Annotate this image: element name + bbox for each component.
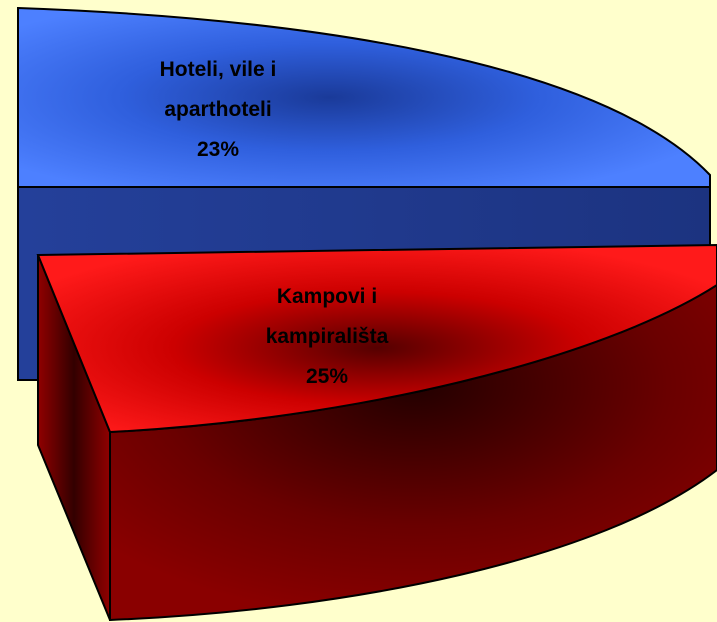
slice-label: Hoteli, vile i aparthoteli (159, 58, 277, 121)
slice (17, 6, 711, 188)
slice-label: Kampovi i kampirališta (265, 285, 389, 348)
slice-value-label: 23% (196, 138, 240, 161)
slice-value-label: 25% (305, 365, 349, 388)
slice (36, 243, 717, 434)
